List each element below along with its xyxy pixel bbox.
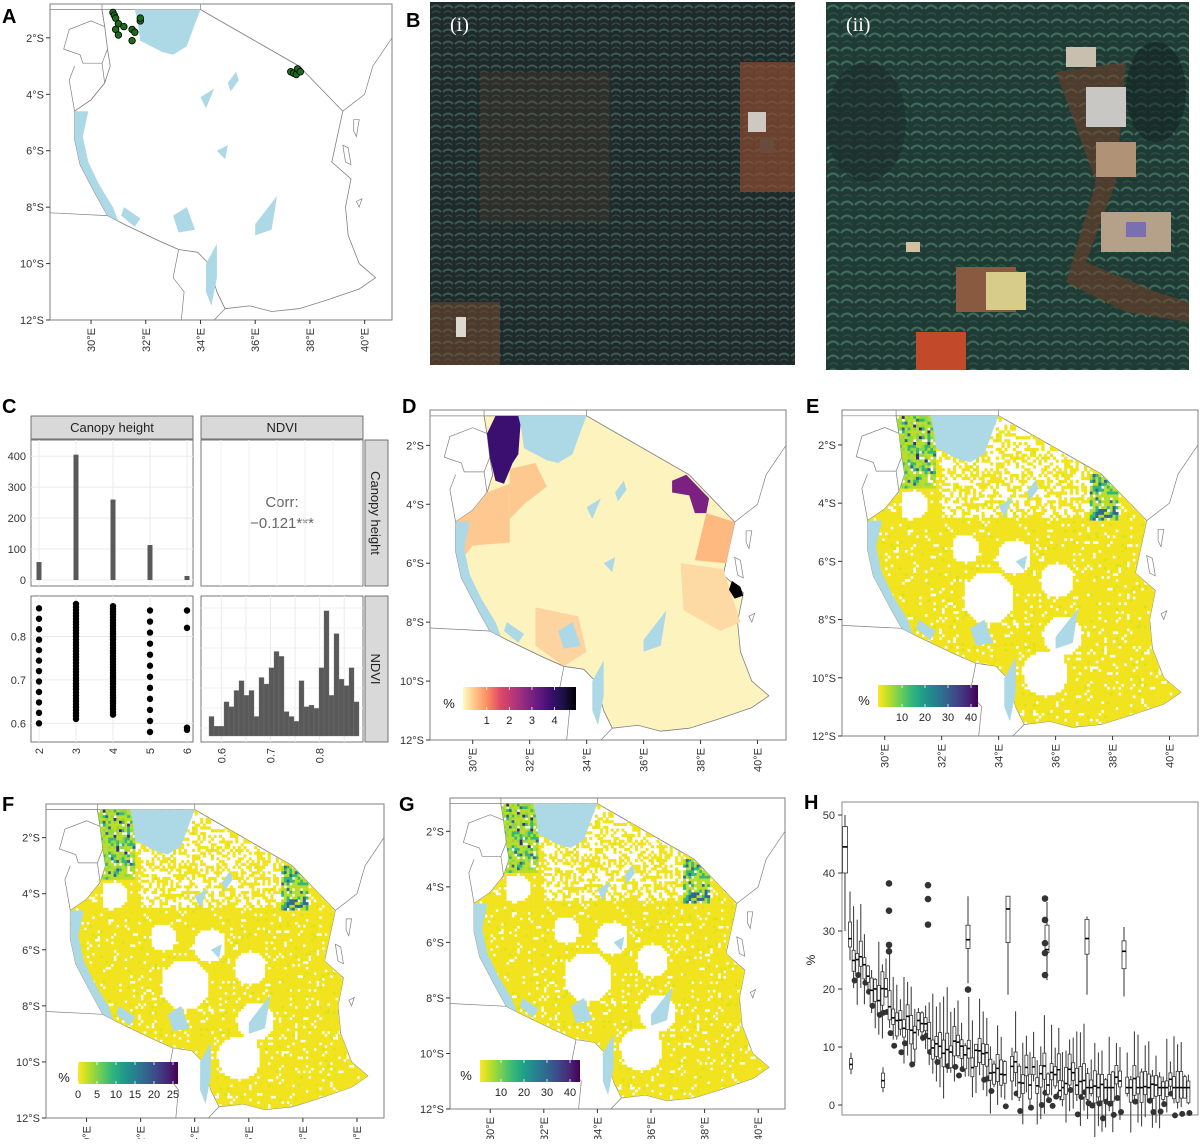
svg-text:38°E: 38°E: [696, 748, 708, 772]
svg-text:40°E: 40°E: [753, 748, 765, 772]
svg-text:2°S: 2°S: [406, 440, 424, 452]
svg-text:40°E: 40°E: [360, 328, 372, 352]
strip-right-ndvi-label: NDVI: [368, 653, 383, 684]
svg-text:32°E: 32°E: [141, 328, 153, 352]
svg-text:0.7: 0.7: [265, 748, 277, 763]
svg-text:34°E: 34°E: [582, 748, 594, 772]
corr-label: Corr:: [265, 494, 298, 511]
svg-text:400: 400: [8, 451, 26, 463]
svg-text:30°E: 30°E: [468, 748, 480, 772]
strip-label-ndvi: NDVI: [266, 420, 297, 435]
pairs-plot: Canopy height NDVI Canopy height NDVI 0 1…: [0, 390, 390, 780]
panel-d-map: 2°S 4°S 6°S 8°S 10°S 12°S 30°E 32°E 34°E 36°E 38°E…: [390, 390, 790, 780]
ndvi-vs-canopy-scatter: 0.6 0.7 0.8 2 3 4 5 6: [11, 596, 194, 754]
svg-text:4: 4: [551, 715, 557, 727]
svg-text:4°S: 4°S: [26, 89, 44, 101]
svg-text:36°E: 36°E: [639, 748, 651, 772]
svg-text:32°E: 32°E: [525, 748, 537, 772]
svg-text:5: 5: [145, 748, 157, 754]
svg-text:0.8: 0.8: [11, 632, 26, 644]
tanzania-map-d: 2°S 4°S 6°S 8°S 10°S 12°S 30°E 32°E 34°E 36°E 38°E…: [390, 390, 790, 780]
svg-text:3: 3: [529, 715, 535, 727]
svg-text:30°E: 30°E: [86, 328, 98, 352]
strip-label-canopy-height: Canopy height: [70, 420, 154, 435]
svg-text:1: 1: [484, 715, 490, 727]
satellite-image-ii-graphic: [826, 2, 1189, 370]
svg-text:4°S: 4°S: [406, 499, 424, 511]
svg-text:8°S: 8°S: [26, 202, 44, 214]
panel-letter-b: B: [406, 10, 420, 33]
svg-text:12°S: 12°S: [20, 315, 44, 327]
svg-text:2: 2: [506, 715, 512, 727]
svg-text:4: 4: [108, 748, 120, 754]
svg-text:300: 300: [8, 482, 26, 494]
panel-c-pairs-plot: Canopy height NDVI Canopy height NDVI 0 1…: [0, 390, 390, 780]
svg-text:0: 0: [20, 575, 26, 587]
svg-text:100: 100: [8, 544, 26, 556]
satellite-image-ii: (ii): [826, 2, 1189, 370]
svg-text:0.7: 0.7: [11, 675, 26, 687]
svg-text:8°S: 8°S: [406, 617, 424, 629]
svg-text:200: 200: [8, 513, 26, 525]
svg-text:6: 6: [182, 748, 194, 754]
panel-a-map: 2°S 4°S 6°S 8°S 10°S 12°S 30°E 32°E 34°E 36°E 38°E…: [0, 0, 400, 380]
y-axis-label: %: [804, 954, 818, 965]
svg-text:6°S: 6°S: [406, 558, 424, 570]
svg-text:0.8: 0.8: [315, 748, 327, 763]
image-label-ii: (ii): [846, 14, 870, 37]
svg-text:10°S: 10°S: [400, 676, 424, 688]
tanzania-map-a: 2°S 4°S 6°S 8°S 10°S 12°S 30°E 32°E 34°E 36°E 38°E…: [0, 0, 400, 380]
map-content: 2°S 4°S 6°S 8°S 10°S 12°S 30°E 32°E 34°E 36°E 38°E…: [20, 4, 392, 352]
svg-text:38°E: 38°E: [305, 328, 317, 352]
corr-value: −0.121***: [250, 515, 314, 532]
svg-text:0.6: 0.6: [11, 718, 26, 730]
svg-text:%: %: [443, 696, 455, 711]
svg-text:12°S: 12°S: [400, 735, 424, 747]
svg-text:36°E: 36°E: [250, 328, 262, 352]
svg-text:6°S: 6°S: [26, 146, 44, 158]
svg-text:10°S: 10°S: [20, 259, 44, 271]
map-content: 2°S 4°S 6°S 8°S 10°S 12°S 30°E 32°E 34°E 36°E 38°E…: [400, 410, 786, 772]
correlation-panel: Corr: −0.121***: [201, 440, 363, 586]
svg-text:2: 2: [34, 748, 46, 754]
image-label-i: (i): [450, 14, 469, 37]
canopy-height-histogram: 0 100 200 300 400: [8, 440, 193, 587]
ndvi-histogram: 0.6 0.7 0.8: [201, 596, 363, 763]
svg-text:3: 3: [71, 748, 83, 754]
svg-text:2°S: 2°S: [26, 33, 44, 45]
svg-text:0.6: 0.6: [216, 748, 228, 763]
satellite-image-i: (i): [430, 2, 795, 365]
strip-right-canopy-label: Canopy height: [368, 471, 383, 555]
svg-text:34°E: 34°E: [195, 328, 207, 352]
satellite-image-i-graphic: [430, 2, 795, 365]
